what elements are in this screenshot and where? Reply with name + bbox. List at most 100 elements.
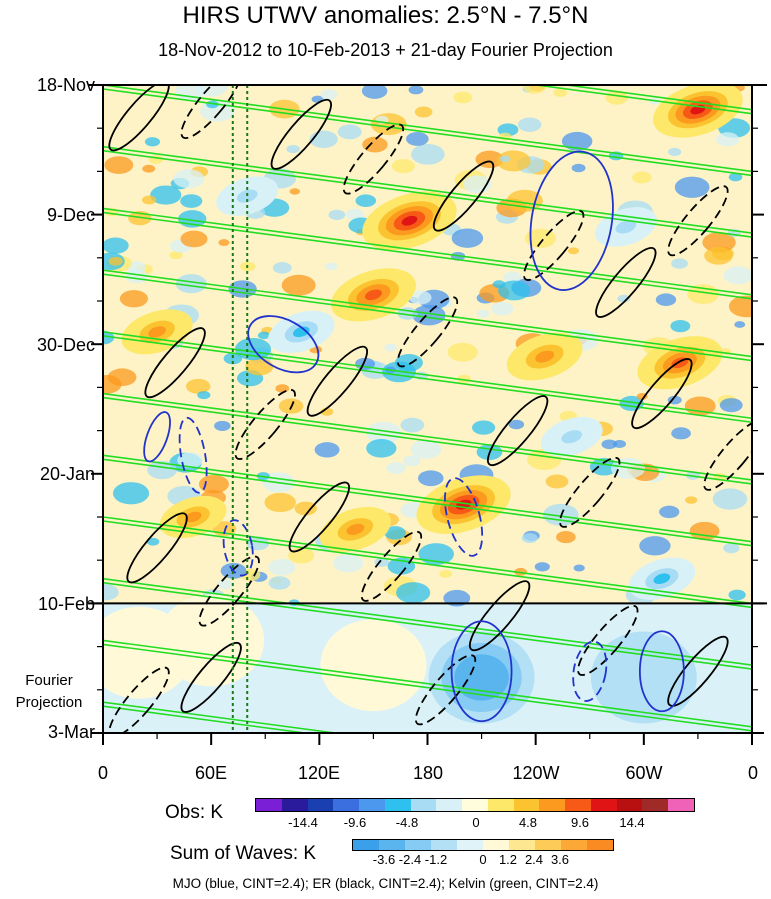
anomaly-cell — [632, 171, 652, 184]
er-contour — [414, 654, 477, 726]
chart-title: HIRS UTWV anomalies: 2.5°N - 7.5°N — [182, 2, 589, 29]
anomaly-cell — [119, 290, 148, 308]
mjo-contour — [444, 477, 484, 557]
er-contour — [198, 555, 260, 627]
anomaly-cell — [391, 159, 415, 174]
waves-colorbar-swatch — [587, 840, 613, 850]
waves-colorbar-tick: 1.2 — [498, 852, 518, 867]
anomaly-cell — [503, 271, 522, 283]
projection-patches — [103, 594, 697, 724]
anomaly-cell — [617, 294, 631, 303]
mjo-contour — [222, 519, 254, 577]
er-contour — [523, 209, 585, 281]
anomaly-cell — [112, 482, 150, 505]
anomaly-cell — [325, 262, 338, 271]
mjo-contours — [143, 150, 685, 723]
anomaly-cell — [571, 163, 586, 173]
waves-colorbar-swatch — [353, 840, 379, 850]
anomaly-cell — [402, 455, 421, 467]
obs-colorbar-swatch — [487, 799, 514, 811]
anomaly-cell — [545, 474, 569, 489]
projection-label: Fourier Projection — [15, 672, 83, 711]
er-contour — [180, 85, 242, 139]
anomaly-patch — [346, 523, 365, 535]
anomaly-cell — [728, 172, 743, 182]
x-tick-label: 0 — [97, 763, 108, 783]
anomaly-cell — [272, 262, 292, 274]
anomaly-cell — [103, 237, 129, 254]
waves-colorbar-tick: -2.4 — [398, 852, 422, 867]
obs-colorbar-swatch — [384, 799, 411, 811]
kelvin-contour — [103, 0, 752, 52]
anomaly-cell — [286, 144, 300, 154]
anomaly-cell — [728, 295, 752, 318]
anomaly-patch — [401, 215, 418, 226]
kelvin-contour — [103, 458, 752, 547]
obs-colorbar-swatch — [410, 799, 437, 811]
anomaly-patch — [148, 326, 166, 338]
anomaly-cell — [556, 531, 576, 544]
obs-colorbar-tick: 9.6 — [570, 815, 590, 830]
obs-colorbar-tick: 4.8 — [518, 815, 538, 830]
anomaly-cell — [655, 293, 677, 306]
anomaly-cell — [214, 420, 231, 431]
anomaly-cell — [142, 195, 157, 205]
anomaly-cell — [447, 342, 478, 362]
obs-colorbar-swatch — [307, 799, 334, 811]
waves-colorbar-label: Sum of Waves: K — [170, 843, 317, 864]
waves-colorbar-tick: 2.4 — [524, 852, 544, 867]
y-tick-label: 20-Jan — [39, 464, 95, 484]
anomaly-cell — [365, 421, 402, 444]
anomaly-cell — [499, 155, 511, 163]
anomaly-cell — [384, 343, 397, 352]
kelvin-contour — [103, 145, 752, 234]
anomaly-cell — [408, 290, 432, 305]
anomaly-cell — [491, 301, 514, 316]
anomaly-cell — [589, 458, 619, 476]
mjo-contour — [450, 620, 513, 723]
waves-colorbar-swatch — [483, 840, 509, 850]
mjo-contour — [178, 416, 208, 494]
er-contour — [180, 641, 242, 713]
anomaly-cell — [337, 124, 362, 140]
obs-colorbar — [255, 798, 695, 812]
obs-colorbar-swatch — [616, 799, 643, 811]
kelvin-contour — [103, 211, 752, 300]
kelvin-contour — [103, 705, 311, 733]
obs-colorbar-tick: -4.8 — [395, 815, 419, 830]
anomaly-patch — [364, 289, 382, 301]
anomaly-cell — [268, 576, 291, 590]
kelvin-contour — [103, 516, 752, 605]
anomaly-cell — [384, 526, 406, 540]
anomaly-cell — [723, 266, 752, 285]
anomaly-cell — [345, 208, 365, 221]
anomaly-cell — [150, 185, 182, 205]
anomaly-cell — [613, 440, 627, 448]
anomaly-cell — [685, 496, 698, 504]
waves-colorbar-swatch — [561, 840, 587, 850]
chart-subtitle: 18-Nov-2012 to 10-Feb-2013 + 21-day Four… — [158, 40, 613, 60]
anomaly-cell — [671, 258, 688, 269]
anomaly-patch — [236, 189, 258, 203]
waves-colorbar-tick: 3.6 — [550, 852, 570, 867]
anomaly-cell — [198, 474, 229, 494]
er-contour — [631, 358, 693, 430]
anomaly-patches — [121, 85, 743, 600]
kelvin-contour — [103, 454, 752, 543]
waves-colorbar-tick: -1.2 — [424, 852, 448, 867]
anomaly-patch — [184, 511, 202, 523]
x-tick-label: 60E — [194, 763, 228, 783]
waves-colorbar-swatch — [379, 840, 405, 850]
anomaly-cell — [366, 438, 397, 458]
anomaly-cell — [281, 274, 316, 296]
obs-colorbar-swatch — [256, 799, 282, 811]
mjo-contour — [638, 630, 685, 713]
x-tick-label: 180 — [412, 763, 444, 783]
obs-colorbar-tick: -9.6 — [343, 815, 367, 830]
obs-colorbar-swatch — [513, 799, 540, 811]
waves-colorbar-tick: 0 — [479, 852, 487, 867]
anomaly-cell — [712, 488, 748, 510]
plot-area — [103, 0, 752, 733]
waves-colorbar-swatch — [509, 840, 535, 850]
